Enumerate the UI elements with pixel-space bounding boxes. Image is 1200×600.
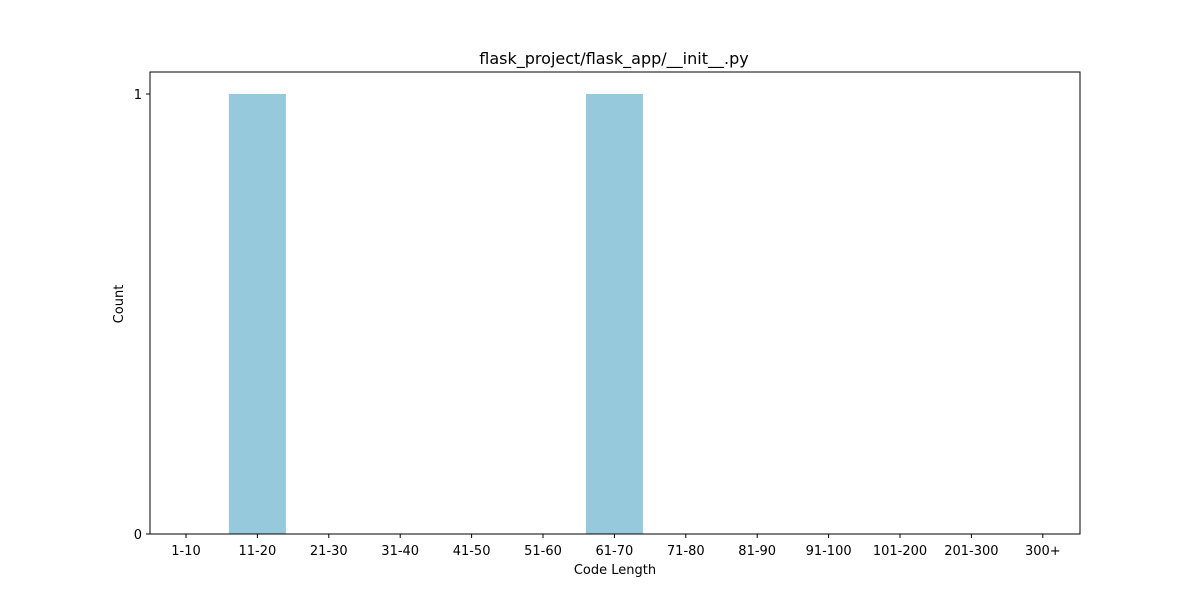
x-tick-label: 201-300 [944,544,998,559]
x-tick-label: 1-10 [171,544,201,559]
x-axis-label: Code Length [574,563,656,578]
y-tick-label: 1 [134,88,142,103]
x-tick-label: 51-60 [524,544,562,559]
y-axis-ticks: 01 [134,88,150,543]
x-tick-label: 81-90 [738,544,776,559]
x-tick-label: 41-50 [453,544,491,559]
x-tick-label: 21-30 [310,544,348,559]
x-tick-label: 11-20 [239,544,277,559]
plot-area-frame [149,71,1081,535]
x-tick-label: 300+ [1025,544,1061,559]
x-tick-label: 101-200 [873,544,927,559]
y-tick-label: 0 [134,528,142,543]
chart-title: flask_project/flask_app/__init__.py [479,49,748,69]
bars-group [228,94,643,534]
x-tick-label: 71-80 [667,544,705,559]
x-axis-ticks: 1-10 11-20 21-30 31-40 41-50 51-60 61-70 71-80 8… [171,534,1061,559]
bar-61-70 [585,94,643,534]
bar-11-20 [228,94,286,534]
x-tick-label: 61-70 [596,544,634,559]
x-tick-label: 91-100 [806,544,852,559]
x-tick-label: 31-40 [381,544,419,559]
y-axis-label: Count [112,285,127,324]
